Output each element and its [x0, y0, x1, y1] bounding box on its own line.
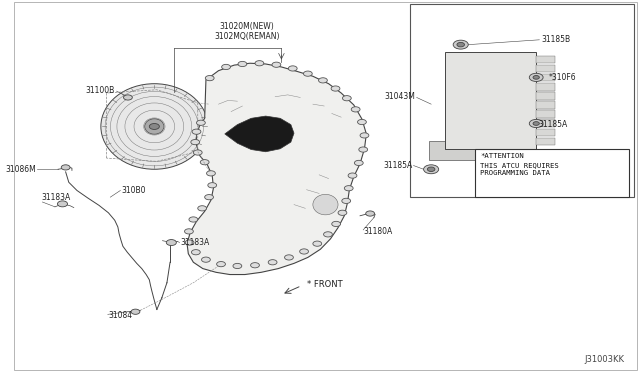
Circle shape [359, 147, 367, 152]
Circle shape [205, 76, 214, 81]
Circle shape [58, 201, 68, 207]
Circle shape [196, 120, 205, 125]
Circle shape [338, 210, 347, 215]
Circle shape [255, 61, 264, 66]
Bar [536, 56, 555, 63]
Circle shape [184, 229, 193, 234]
Ellipse shape [313, 195, 338, 215]
Text: 31084: 31084 [108, 311, 132, 320]
Circle shape [428, 167, 435, 171]
Bar [536, 110, 555, 118]
Circle shape [193, 150, 202, 155]
Text: 31185A: 31185A [538, 120, 567, 129]
Text: 31039: 31039 [509, 170, 533, 179]
Bar [445, 52, 536, 149]
Circle shape [529, 73, 543, 81]
Circle shape [61, 165, 70, 170]
Bar [536, 92, 555, 100]
Bar [536, 119, 555, 127]
Circle shape [200, 160, 209, 165]
Text: 31100B: 31100B [86, 86, 115, 94]
Circle shape [332, 221, 340, 227]
Text: 31086M: 31086M [5, 165, 36, 174]
Circle shape [342, 198, 351, 203]
Circle shape [191, 250, 200, 255]
Circle shape [351, 107, 360, 112]
Circle shape [272, 62, 281, 67]
Circle shape [216, 262, 225, 267]
Text: 310B0: 310B0 [121, 186, 145, 195]
Circle shape [198, 206, 207, 211]
Polygon shape [225, 116, 294, 152]
Circle shape [344, 186, 353, 191]
Ellipse shape [145, 119, 164, 134]
Circle shape [365, 211, 374, 216]
Circle shape [233, 263, 242, 269]
Circle shape [185, 240, 194, 245]
Text: 31020M(NEW)
3102MQ(REMAN): 31020M(NEW) 3102MQ(REMAN) [214, 22, 280, 41]
Text: * FRONT: * FRONT [307, 280, 342, 289]
Circle shape [251, 263, 259, 268]
Circle shape [529, 119, 543, 128]
Text: J31003KK: J31003KK [584, 355, 624, 364]
Circle shape [207, 171, 216, 176]
Circle shape [313, 241, 322, 246]
Circle shape [360, 133, 369, 138]
Text: 31043M: 31043M [384, 92, 415, 101]
Circle shape [424, 165, 438, 174]
Circle shape [331, 86, 340, 91]
Circle shape [324, 232, 332, 237]
Circle shape [238, 61, 247, 67]
Bar [536, 138, 555, 145]
Text: *ATTENTION
THIS ATCU REQUIRES
PROGRAMMING DATA: *ATTENTION THIS ATCU REQUIRES PROGRAMMIN… [480, 153, 559, 176]
Circle shape [342, 96, 351, 101]
Circle shape [131, 309, 140, 314]
Polygon shape [429, 141, 483, 160]
Circle shape [533, 76, 540, 79]
Bar [536, 129, 555, 136]
Text: *310F6: *310F6 [548, 73, 577, 82]
Circle shape [166, 240, 177, 246]
Bar [536, 101, 555, 109]
Text: 31183A: 31183A [41, 193, 70, 202]
Circle shape [348, 173, 357, 178]
Circle shape [285, 255, 293, 260]
Circle shape [303, 71, 312, 76]
Circle shape [355, 160, 364, 166]
Circle shape [189, 217, 198, 222]
Polygon shape [187, 63, 366, 275]
Bar [410, 4, 634, 197]
Circle shape [205, 195, 214, 200]
Ellipse shape [101, 84, 208, 169]
Circle shape [124, 95, 132, 100]
Circle shape [208, 183, 216, 188]
Circle shape [202, 257, 211, 262]
Circle shape [191, 140, 200, 145]
Circle shape [453, 40, 468, 49]
Text: 31180A: 31180A [364, 227, 392, 236]
Circle shape [319, 78, 327, 83]
Bar [475, 149, 629, 197]
Circle shape [533, 122, 540, 125]
Text: 31183A: 31183A [180, 238, 210, 247]
Bar [536, 65, 555, 72]
Circle shape [221, 64, 230, 70]
Circle shape [289, 66, 297, 71]
Circle shape [358, 119, 366, 125]
Text: 31185A: 31185A [383, 161, 412, 170]
Circle shape [268, 260, 277, 265]
Circle shape [457, 42, 465, 47]
Circle shape [149, 124, 159, 129]
Circle shape [300, 249, 308, 254]
Circle shape [192, 129, 201, 134]
Bar [536, 74, 555, 81]
Text: 31185B: 31185B [541, 35, 570, 44]
Bar [536, 83, 555, 90]
